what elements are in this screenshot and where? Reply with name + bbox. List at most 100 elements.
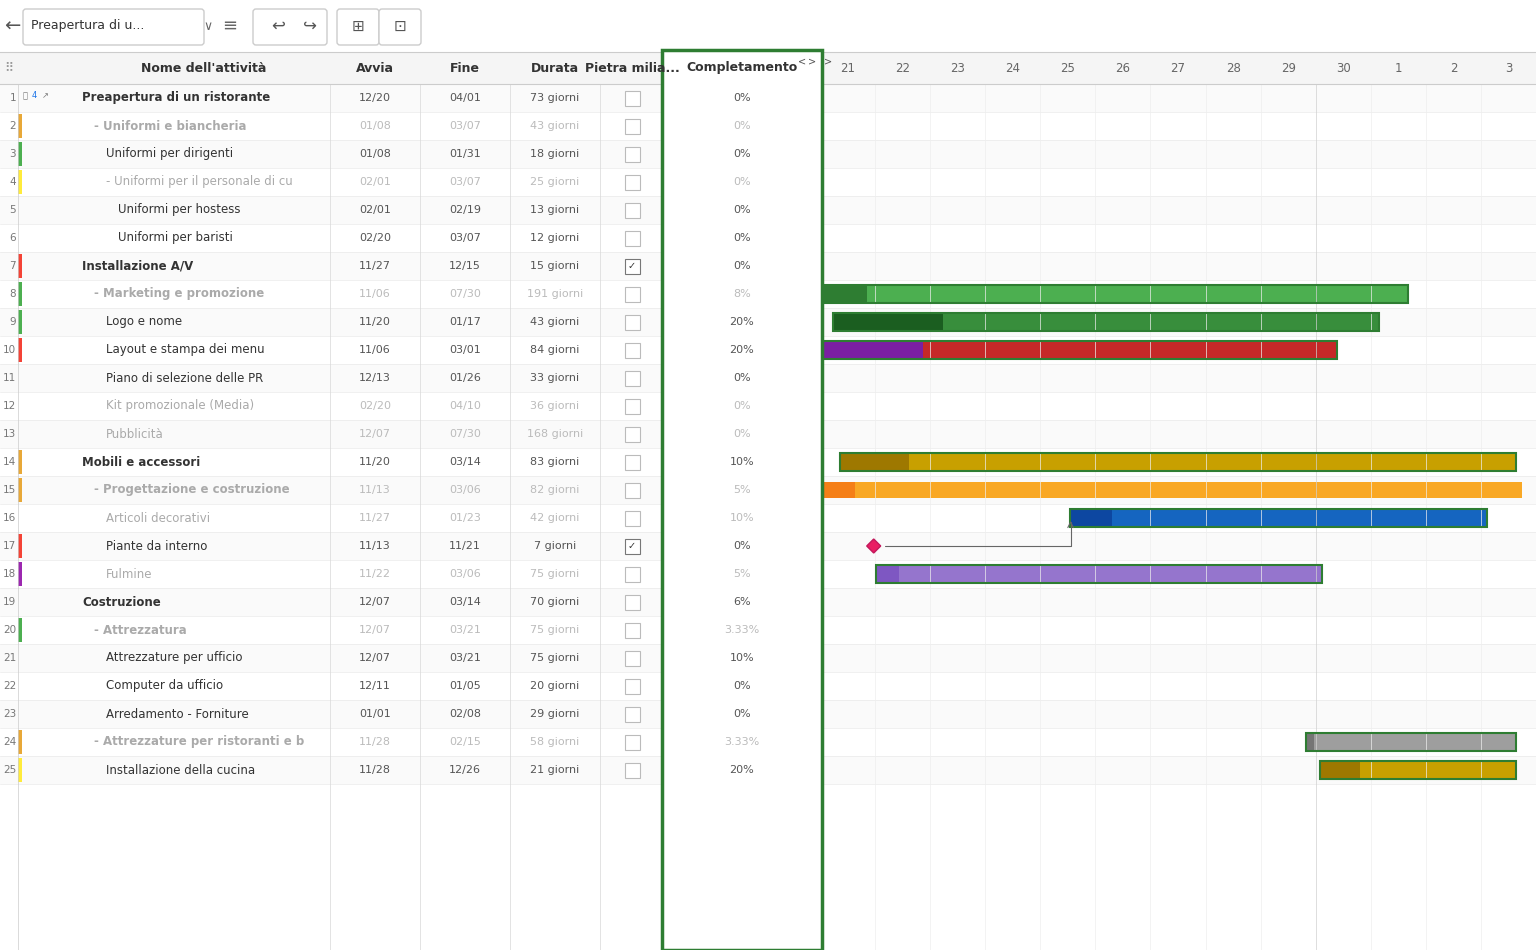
Text: 36 giorni: 36 giorni: [530, 401, 579, 411]
Text: Piano di selezione delle PR: Piano di selezione delle PR: [106, 371, 263, 385]
Text: 24: 24: [1005, 62, 1020, 74]
Bar: [0, 252, 1536, 280]
Text: 2: 2: [9, 121, 15, 131]
Bar: [18, 618, 22, 642]
Text: 11/28: 11/28: [359, 737, 392, 747]
Bar: [1307, 734, 1514, 750]
Text: 01/01: 01/01: [359, 709, 390, 719]
Text: 3: 3: [9, 149, 15, 159]
Text: 20%: 20%: [730, 345, 754, 355]
Text: 20%: 20%: [730, 317, 754, 327]
Bar: [1321, 762, 1359, 778]
Text: 7 giorni: 7 giorni: [535, 541, 576, 551]
Text: 03/07: 03/07: [449, 121, 481, 131]
Text: 5%: 5%: [733, 569, 751, 579]
Text: 8%: 8%: [733, 289, 751, 299]
Text: 29 giorni: 29 giorni: [530, 709, 579, 719]
Text: 33 giorni: 33 giorni: [530, 373, 579, 383]
Bar: [0, 196, 1536, 224]
Text: 30: 30: [1336, 62, 1350, 74]
Text: 11: 11: [3, 373, 15, 383]
Bar: [0, 644, 1536, 672]
Text: 12/07: 12/07: [359, 429, 392, 439]
Text: 01/08: 01/08: [359, 121, 392, 131]
Text: Uniformi per hostess: Uniformi per hostess: [118, 203, 241, 217]
FancyBboxPatch shape: [625, 539, 639, 554]
Text: 02/01: 02/01: [359, 205, 392, 215]
Text: 01/08: 01/08: [359, 149, 392, 159]
Text: 21 giorni: 21 giorni: [530, 765, 579, 775]
Text: 11/27: 11/27: [359, 513, 392, 523]
Text: 11/13: 11/13: [359, 541, 390, 551]
Text: 73 giorni: 73 giorni: [530, 93, 579, 103]
Text: 6: 6: [9, 233, 15, 243]
Text: Preapertura di un ristorante: Preapertura di un ristorante: [81, 91, 270, 104]
Text: 03/01: 03/01: [449, 345, 481, 355]
Text: 7: 7: [9, 261, 15, 271]
Text: 75 giorni: 75 giorni: [530, 569, 579, 579]
Text: 11/06: 11/06: [359, 289, 390, 299]
Bar: [820, 342, 1335, 358]
Text: 01/31: 01/31: [449, 149, 481, 159]
Text: 02/01: 02/01: [359, 177, 392, 187]
Text: 0%: 0%: [733, 401, 751, 411]
Bar: [18, 562, 22, 586]
Text: 25 giorni: 25 giorni: [530, 177, 579, 187]
Text: 03/21: 03/21: [449, 625, 481, 635]
Text: 12/26: 12/26: [449, 765, 481, 775]
Text: 03/14: 03/14: [449, 597, 481, 607]
Text: 22: 22: [895, 62, 911, 74]
Text: 03/21: 03/21: [449, 653, 481, 663]
Text: - Uniformi e biancheria: - Uniformi e biancheria: [94, 120, 246, 132]
Bar: [0, 308, 1536, 336]
Text: 21: 21: [3, 653, 15, 663]
Text: 12: 12: [3, 401, 15, 411]
Bar: [1321, 762, 1514, 778]
FancyBboxPatch shape: [625, 370, 639, 386]
Text: 🗨: 🗨: [23, 91, 28, 101]
Text: 8: 8: [9, 289, 15, 299]
Text: 4: 4: [9, 177, 15, 187]
Text: 11/20: 11/20: [359, 457, 392, 467]
Text: Fulmine: Fulmine: [106, 567, 152, 580]
Text: Uniformi per baristi: Uniformi per baristi: [118, 232, 233, 244]
Text: 04/10: 04/10: [449, 401, 481, 411]
Text: 02/20: 02/20: [359, 233, 392, 243]
Bar: [0, 0, 1536, 52]
Text: Attrezzature per ufficio: Attrezzature per ufficio: [106, 652, 243, 664]
Text: 0%: 0%: [733, 205, 751, 215]
Text: 9: 9: [9, 317, 15, 327]
Bar: [0, 84, 1536, 112]
Bar: [1071, 510, 1112, 525]
Text: Pietra milia...: Pietra milia...: [585, 62, 679, 74]
Text: 84 giorni: 84 giorni: [530, 345, 579, 355]
Bar: [18, 338, 22, 362]
Text: Costruzione: Costruzione: [81, 596, 161, 609]
Text: 82 giorni: 82 giorni: [530, 485, 579, 495]
Bar: [1071, 510, 1485, 525]
Text: 07/30: 07/30: [449, 289, 481, 299]
Text: ⊞: ⊞: [352, 18, 364, 33]
Text: 01/23: 01/23: [449, 513, 481, 523]
Text: Layout e stampa dei menu: Layout e stampa dei menu: [106, 344, 264, 356]
Text: 26: 26: [1115, 62, 1130, 74]
Bar: [820, 483, 1522, 498]
Text: 3: 3: [1505, 62, 1511, 74]
Text: 5%: 5%: [733, 485, 751, 495]
Text: 13 giorni: 13 giorni: [530, 205, 579, 215]
Text: 42 giorni: 42 giorni: [530, 513, 579, 523]
Text: 3.33%: 3.33%: [725, 737, 760, 747]
FancyBboxPatch shape: [625, 734, 639, 750]
Text: 10%: 10%: [730, 513, 754, 523]
Text: 29: 29: [1281, 62, 1296, 74]
Text: 25: 25: [1060, 62, 1075, 74]
Bar: [0, 532, 1536, 560]
Text: ✓: ✓: [628, 541, 636, 551]
Text: 10%: 10%: [730, 653, 754, 663]
Text: 2: 2: [1450, 62, 1458, 74]
Text: 03/06: 03/06: [449, 485, 481, 495]
Text: 23: 23: [951, 62, 965, 74]
FancyBboxPatch shape: [625, 678, 639, 694]
Text: 01/17: 01/17: [449, 317, 481, 327]
Text: 14: 14: [3, 457, 15, 467]
